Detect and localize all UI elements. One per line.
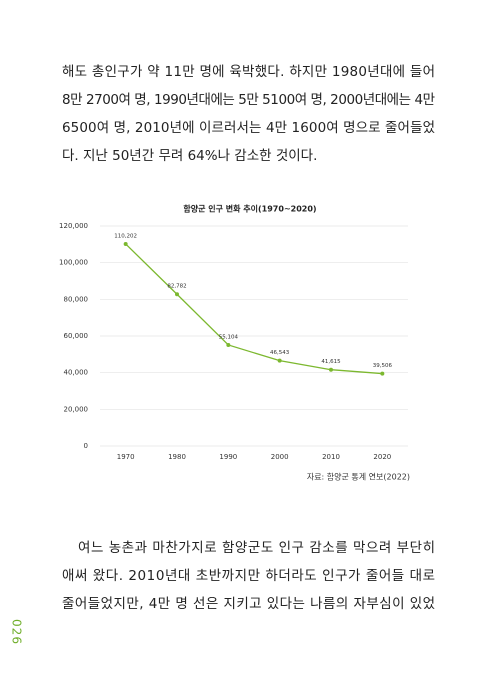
y-tick-label: 100,000 — [59, 259, 88, 267]
data-point — [329, 367, 333, 372]
text-line: 해도 총인구가 약 11만 명에 육박했다. 하지만 1980년대에 들어 — [62, 64, 435, 80]
data-label: 46,543 — [270, 350, 290, 356]
data-label: 55,104 — [219, 334, 239, 340]
x-tick-label: 1980 — [168, 453, 186, 461]
data-point — [226, 342, 231, 347]
text-line: 6500여 명, 2010년에 이르러서는 4만 1600여 명으로 줄어들었 — [62, 120, 435, 136]
text-line: 여느 농촌과 마찬가지로 함양군도 인구 감소를 막으려 부단히 — [78, 540, 435, 556]
paragraph: 해도 총인구가 약 11만 명에 육박했다. 하지만 1980년대에 들어 8만 … — [62, 64, 435, 164]
y-tick-label: 0 — [84, 442, 88, 450]
text-line: 8만 2700여 명, 1990년대에는 5만 5100여 명, 2000년대에… — [62, 92, 435, 108]
data-point — [123, 241, 128, 246]
y-tick-label: 20,000 — [64, 405, 89, 413]
x-tick-label: 1990 — [219, 453, 237, 461]
x-tick-label: 2020 — [373, 453, 391, 461]
data-point — [380, 371, 385, 376]
data-point — [277, 358, 282, 363]
y-tick-label: 60,000 — [64, 332, 89, 340]
chart-source: 자료: 함양군 통계 연보(2022) — [307, 472, 410, 482]
y-tick-label: 120,000 — [59, 222, 88, 230]
data-point — [175, 292, 179, 297]
x-tick-label: 2000 — [271, 453, 289, 461]
chart-title: 함양군 인구 변화 추이(1970~2020) — [183, 204, 316, 214]
data-label: 41,615 — [321, 359, 341, 365]
data-line — [125, 243, 383, 375]
text-line: 다. 지난 50년간 무려 64%나 감소한 것이다. — [62, 148, 317, 164]
data-label: 82,782 — [167, 284, 186, 290]
y-tick-label: 40,000 — [64, 369, 89, 377]
y-tick-label: 80,000 — [64, 295, 89, 303]
x-tick-label: 1970 — [117, 453, 135, 461]
chart: 0 20,000 40,000 60,000 80,000 100,000 120,000 1… — [59, 222, 408, 461]
page-number: 026 — [10, 619, 24, 645]
text-line: 줄어들었지만, 4만 명 선은 지키고 있다는 나름의 자부심이 있었 — [62, 596, 435, 612]
text-line: 애써 왔다. 2010년대 초반까지만 하더라도 인구가 줄어들 대로 — [62, 568, 435, 584]
data-label: 39,506 — [373, 363, 393, 369]
data-label: 110,202 — [114, 233, 137, 239]
x-tick-label: 2010 — [322, 453, 340, 461]
